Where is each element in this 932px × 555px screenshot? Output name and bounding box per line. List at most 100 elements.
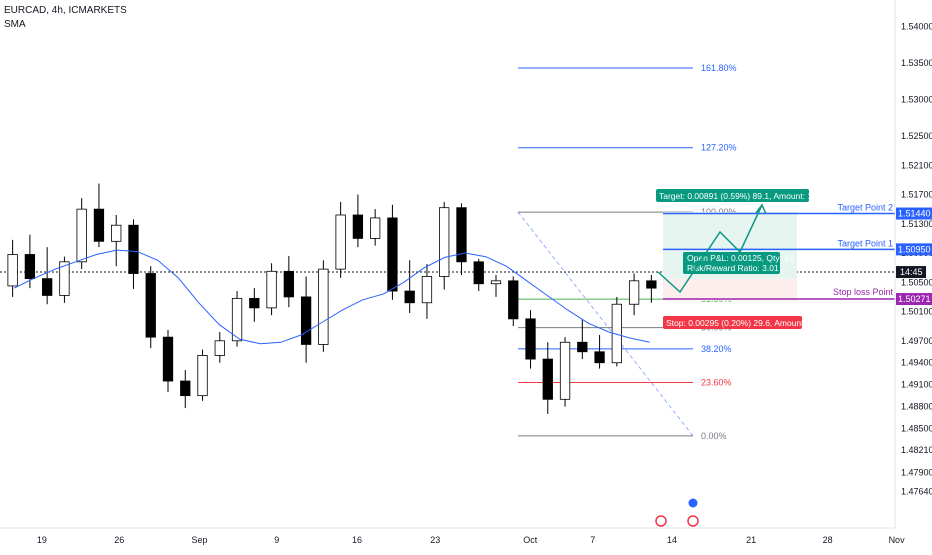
fib-trend-line [517, 211, 694, 437]
x-tick-label: Oct [523, 535, 538, 545]
candle-body [559, 341, 571, 400]
candle [7, 239, 18, 297]
candle [404, 260, 415, 314]
x-tick-label: Nov [889, 535, 906, 545]
y-tick-label: 1.47640 [901, 486, 932, 496]
candle [611, 296, 622, 367]
candle [59, 256, 70, 303]
flag-icon [655, 515, 667, 527]
candle [421, 264, 433, 319]
current-price-label: 14:45 [900, 267, 923, 277]
y-tick-label: 1.49400 [901, 358, 932, 368]
x-tick-label: Sep [191, 535, 207, 545]
candle-body [335, 214, 346, 270]
candle-body [473, 261, 484, 285]
sma-indicator [14, 249, 650, 345]
candle-body [577, 341, 588, 353]
candle [24, 234, 36, 289]
x-tick-label: 9 [274, 535, 279, 545]
candle-body [421, 276, 433, 304]
x-tick-label: 14 [667, 535, 677, 545]
target-badge-text: Target: 0.00891 (0.59%) 89.1, Amount: 11… [659, 191, 838, 201]
candle [249, 288, 260, 322]
projected-path [657, 204, 763, 294]
candle [128, 219, 139, 289]
target-point-1-text: Target Point 1 [837, 238, 893, 248]
indicator-label[interactable]: SMA [4, 19, 26, 30]
candle-body [508, 280, 519, 320]
candle [387, 204, 398, 300]
candle-body [542, 358, 553, 400]
candle [646, 274, 657, 303]
candle-body [439, 207, 450, 277]
stop-price-label: 1.50271 [898, 294, 931, 304]
candle [456, 203, 467, 275]
candlestick-series [7, 183, 657, 414]
target-2-price-label: 1.51440 [898, 209, 931, 219]
y-tick-label: 1.52100 [901, 160, 932, 170]
annotations-layer: Target Point 2 Target Point 1 Stop loss Po… [655, 189, 895, 527]
candle-body [197, 355, 208, 397]
candle-body [300, 296, 312, 345]
candle [508, 276, 519, 327]
y-tick-label: 1.48500 [901, 424, 932, 434]
target-1-price-label-bg [896, 243, 932, 256]
x-tick-label: 19 [37, 535, 47, 545]
candle-body [214, 340, 225, 356]
candle [231, 291, 243, 347]
candle-body [162, 336, 174, 382]
candle [352, 194, 364, 248]
candle-body [404, 290, 415, 304]
candle-body [231, 297, 243, 342]
y-tick-label: 1.48210 [901, 445, 932, 455]
y-tick-label: 1.51700 [901, 190, 932, 200]
candle-body [490, 280, 502, 285]
candle [145, 266, 156, 349]
candle [577, 318, 588, 360]
loss-zone [663, 278, 797, 301]
candle-body [180, 380, 191, 397]
y-tick-label: 1.49100 [901, 380, 932, 390]
candle [93, 183, 105, 248]
y-tick-label: 1.47900 [901, 467, 932, 477]
current-price-label-bg [896, 266, 926, 279]
candle-body [628, 280, 640, 305]
target-point-2-text: Target Point 2 [837, 203, 893, 213]
candle-body [594, 351, 605, 364]
candle [439, 201, 450, 290]
fib-level-label: 161.80% [701, 63, 737, 73]
target-1-price-label: 1.50950 [898, 244, 931, 254]
y-tick-label: 1.54000 [901, 21, 932, 31]
candle [162, 329, 174, 392]
risk-reward-text: Risk/Reward Ratio: 3.01 [687, 263, 779, 273]
fib-level-label: 23.60% [701, 377, 732, 387]
chart-legend[interactable]: EURCAD, 4h, ICMARKETS SMA [4, 4, 127, 32]
candle [370, 209, 381, 246]
fib-level-label: 0.00% [701, 431, 727, 441]
candle-body [266, 270, 277, 309]
candle-body [76, 208, 87, 263]
target-badge-bg [656, 189, 809, 202]
candle-body [387, 217, 398, 292]
candle-body [646, 280, 657, 289]
candle [318, 260, 329, 352]
fib-level-label: 127.20% [701, 143, 737, 153]
y-tick-label: 1.50100 [901, 307, 932, 317]
projected-path-arrow [755, 203, 767, 215]
candle [180, 370, 191, 409]
stop-price-label-bg [896, 293, 932, 306]
candle [335, 201, 346, 278]
candle [76, 198, 87, 270]
candle-body [42, 278, 53, 296]
candle-body [59, 261, 70, 296]
candle [214, 332, 225, 363]
candle-body [7, 254, 18, 287]
sma-line [14, 249, 650, 345]
x-tick-label: 16 [352, 535, 362, 545]
symbol-title[interactable]: EURCAD, 4h, ICMARKETS [4, 5, 127, 16]
candle [628, 273, 640, 316]
candle [542, 342, 553, 414]
